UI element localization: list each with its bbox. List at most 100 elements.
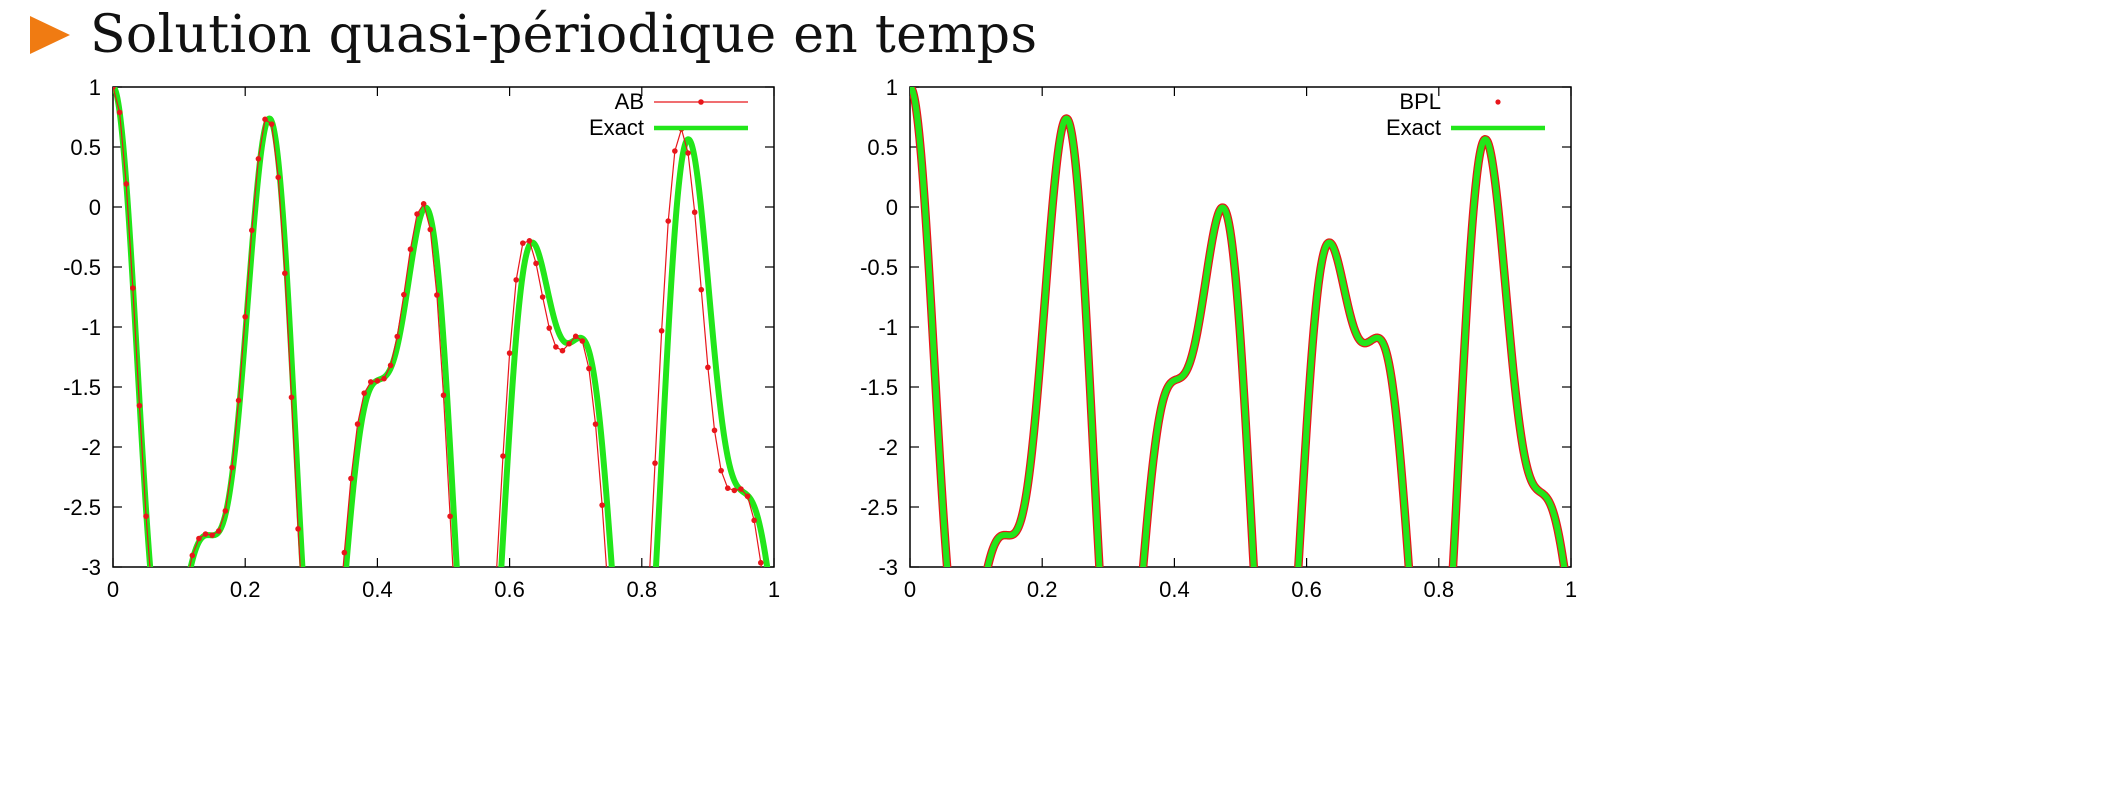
series-ab-point [447, 513, 453, 520]
plot-area [113, 87, 777, 797]
series-ab-point [500, 453, 506, 459]
y-tick-label: 0.5 [867, 135, 898, 160]
legend-label-exact: Exact [1386, 115, 1441, 140]
y-tick-label: -1.5 [63, 375, 101, 400]
series-ab-point [626, 791, 632, 797]
series-ab-point [658, 328, 665, 334]
series-ab-point [579, 338, 586, 344]
x-tick-label: 1 [768, 577, 780, 602]
series-ab-point [440, 392, 447, 399]
series-ab-point [672, 148, 678, 154]
y-tick-label: 1 [886, 75, 898, 100]
series-ab-point [751, 517, 757, 524]
series-ab-point [235, 397, 242, 404]
series-ab-point [394, 333, 401, 340]
series-ab-point [156, 652, 162, 658]
x-tick-label: 0 [107, 577, 119, 602]
series-ab-point [533, 260, 539, 267]
series-ab-point [414, 211, 420, 217]
y-tick-label: -1.5 [860, 375, 898, 400]
series-ab-point [282, 270, 288, 277]
x-tick-label: 0.2 [230, 577, 261, 602]
y-tick-label: -3 [81, 555, 101, 580]
series-ab-point [328, 707, 334, 713]
series-ab-point [765, 614, 771, 620]
series-ab-point [387, 362, 394, 369]
series-ab-point [255, 156, 262, 162]
series-ab-point [407, 246, 414, 253]
y-tick-label: -2.5 [860, 495, 898, 520]
y-tick-label: -1 [81, 315, 101, 340]
series-ab-point [222, 508, 229, 514]
series-ab-point [592, 421, 599, 427]
series-ab-point [242, 313, 248, 320]
series-ab-point [288, 394, 295, 401]
series-ab-point [183, 583, 189, 589]
y-tick-label: 0 [89, 195, 101, 220]
x-tick-label: 0.8 [1424, 577, 1455, 602]
x-tick-label: 0.4 [1159, 577, 1190, 602]
series-ab-point [374, 378, 381, 384]
series-exact-line [113, 87, 771, 567]
series-ab-point [632, 772, 638, 778]
x-tick-label: 1 [1565, 577, 1577, 602]
series-ab-point [401, 291, 407, 298]
series-ab-point [711, 427, 718, 434]
series-ab-point [539, 294, 546, 300]
legend-label-ab: AB [615, 89, 644, 114]
series-ab-point [546, 325, 553, 331]
series-ab-point [494, 571, 500, 577]
series-ab-point [302, 643, 308, 649]
series-ab-point [757, 559, 764, 566]
chart-ab-vs-exact: 10.50-0.5-1-1.5-2-2.5-30 0.2 0.4 0.6 0.8 1ABE… [63, 75, 780, 797]
series-ab-point [731, 487, 738, 494]
series-ab-point [480, 767, 486, 773]
series-ab-point [639, 703, 645, 709]
series-ab-point [738, 486, 744, 492]
y-tick-label: 0.5 [70, 135, 101, 160]
y-tick-label: -2.5 [63, 495, 101, 520]
series-ab-point [130, 285, 136, 291]
y-tick-label: -2 [878, 435, 898, 460]
x-tick-label: 0.4 [362, 577, 393, 602]
series-ab-point [341, 549, 348, 556]
series-ab-point [718, 467, 724, 474]
series-ab-point [348, 475, 354, 482]
series-ab-point [335, 632, 341, 638]
y-tick-label: -3 [878, 555, 898, 580]
series-ab-point [189, 552, 196, 559]
series-ab-point [513, 277, 520, 283]
series-ab-point [275, 174, 282, 181]
series-ab-point [354, 421, 361, 427]
slide-header: Solution quasi-périodique en temps [30, 4, 1037, 66]
y-tick-label: -0.5 [860, 255, 898, 280]
series-ab-point [724, 485, 731, 491]
series-ab-point [113, 87, 116, 90]
y-tick-label: -0.5 [63, 255, 101, 280]
series-ab-line [113, 87, 762, 567]
series-ab-point [665, 218, 672, 224]
series-ab-point [685, 150, 691, 156]
series-ab-point [771, 667, 777, 673]
series-ab-point [170, 653, 176, 659]
series-ab-point [176, 620, 182, 626]
series-ab-point [143, 513, 149, 520]
series-ab-point [599, 502, 605, 508]
series-ab-point [744, 493, 751, 500]
bullet-triangle-icon [30, 16, 70, 54]
series-ab-point [381, 375, 387, 382]
series-ab-point [520, 240, 526, 246]
series-ab-point [606, 598, 612, 604]
series-bpl-points [910, 87, 1569, 567]
series-ab-point [215, 528, 222, 534]
legend-label-bpl: BPL [1399, 89, 1441, 114]
series-ab-point [553, 344, 559, 350]
x-tick-label: 0.8 [627, 577, 658, 602]
x-tick-label: 0.6 [1291, 577, 1322, 602]
series-ab-point [652, 460, 658, 466]
series-ab-point [262, 116, 268, 123]
series-ab-point [586, 365, 592, 372]
slide-title: Solution quasi-périodique en temps [90, 5, 1038, 65]
y-tick-label: 1 [89, 75, 101, 100]
